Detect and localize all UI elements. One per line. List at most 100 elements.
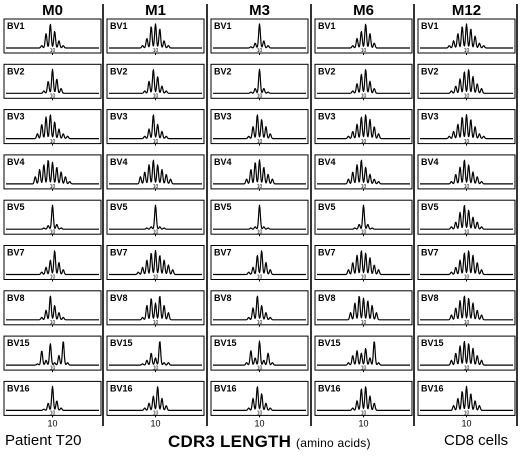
segment-label: BV16 bbox=[214, 383, 237, 393]
x-tick-label-inner: 10 bbox=[50, 139, 56, 145]
spectratype-trace bbox=[108, 23, 203, 49]
spectratype-trace bbox=[419, 69, 514, 94]
segment-label: BV2 bbox=[421, 66, 439, 76]
x-tick-label-inner: 10 bbox=[153, 320, 159, 326]
segment-label: BV7 bbox=[110, 248, 128, 258]
x-tick-label: 10 bbox=[358, 418, 368, 428]
segment-label: BV4 bbox=[421, 157, 439, 167]
segment-label: BV4 bbox=[7, 157, 25, 167]
spectratype-trace bbox=[316, 386, 411, 411]
panel-bv1-m3: BV1 10 bbox=[210, 18, 309, 55]
panel-bv8-m1: BV8 10 bbox=[106, 290, 205, 327]
panel-frame bbox=[106, 109, 205, 145]
panel-frame bbox=[3, 290, 102, 326]
timepoint-header-m12: M12 bbox=[452, 2, 481, 19]
x-tick-label-inner: 10 bbox=[361, 94, 367, 100]
spectratype-trace bbox=[316, 159, 411, 185]
segment-label: BV16 bbox=[110, 383, 133, 393]
panel-bv2-m12: BV2 10 bbox=[417, 63, 516, 101]
segment-label: BV8 bbox=[318, 293, 336, 303]
segment-label: BV4 bbox=[214, 157, 232, 167]
spectratype-trace bbox=[5, 68, 100, 94]
segment-label: BV7 bbox=[7, 248, 25, 258]
panel-frame bbox=[210, 109, 309, 145]
panel-bv15-m12: BV15 10 bbox=[417, 335, 516, 373]
x-tick-label-inner: 10 bbox=[464, 48, 470, 54]
panel-bv3-m6: BV3 10 bbox=[314, 109, 413, 146]
segment-label: BV3 bbox=[214, 112, 232, 122]
segment-label: BV5 bbox=[110, 202, 128, 212]
panel-frame bbox=[417, 199, 516, 235]
panel-frame bbox=[106, 380, 205, 416]
panel-frame bbox=[417, 154, 516, 190]
panel-bv5-m12: BV5 10 bbox=[417, 199, 516, 237]
x-tick-label-inner: 10 bbox=[50, 48, 56, 54]
segment-label: BV3 bbox=[421, 112, 439, 122]
spectratype-trace bbox=[316, 341, 411, 366]
spectratype-trace bbox=[5, 114, 100, 140]
segment-label: BV8 bbox=[110, 293, 128, 303]
x-tick-label-inner: 10 bbox=[464, 184, 470, 190]
spectratype-trace bbox=[108, 159, 203, 185]
segment-label: BV15 bbox=[421, 338, 444, 348]
panel-bv7-m1: BV7 10 bbox=[106, 245, 205, 282]
segment-label: BV7 bbox=[214, 248, 232, 258]
spectratype-trace bbox=[212, 204, 307, 230]
spectratype-trace bbox=[419, 295, 514, 321]
spectratype-trace bbox=[212, 250, 307, 276]
panel-frame bbox=[3, 18, 102, 54]
panel-bv15-m6: BV15 10 bbox=[314, 335, 413, 373]
panel-bv3-m3: BV3 10 bbox=[210, 109, 309, 146]
panel-bv4-m6: BV4 10 bbox=[314, 154, 413, 191]
x-tick-label-inner: 10 bbox=[50, 320, 56, 326]
segment-label: BV1 bbox=[214, 21, 232, 31]
spectratype-trace bbox=[316, 204, 411, 230]
x-tick-label-inner: 10 bbox=[464, 320, 470, 326]
panel-bv8-m3: BV8 10 bbox=[210, 290, 309, 327]
spectratype-trace bbox=[316, 250, 411, 276]
x-tick-label-inner: 10 bbox=[153, 139, 159, 145]
panel-frame bbox=[314, 63, 413, 99]
segment-label: BV3 bbox=[110, 112, 128, 122]
segment-label: BV2 bbox=[110, 66, 128, 76]
panel-frame bbox=[314, 380, 413, 416]
segment-label: BV7 bbox=[421, 248, 439, 258]
spectratype-trace bbox=[108, 295, 203, 321]
panel-bv5-m6: BV5 10 bbox=[314, 199, 413, 237]
panel-bv15-m0: BV15 10 bbox=[3, 335, 102, 373]
panel-bv2-m6: BV2 10 bbox=[314, 63, 413, 101]
x-tick-label-inner: 10 bbox=[361, 48, 367, 54]
panel-bv7-m6: BV7 10 bbox=[314, 245, 413, 282]
x-tick-label-inner: 10 bbox=[361, 365, 367, 371]
spectratype-trace bbox=[5, 295, 100, 321]
x-tick-label-inner: 10 bbox=[361, 139, 367, 145]
timepoint-header-m1: M1 bbox=[145, 2, 166, 19]
timepoint-header-m0: M0 bbox=[42, 2, 63, 19]
x-tick-label-inner: 10 bbox=[464, 229, 470, 235]
panel-bv1-m0: BV1 10 bbox=[3, 18, 102, 55]
x-axis-title-unit: (amino acids) bbox=[296, 436, 371, 450]
x-tick-label-inner: 10 bbox=[361, 184, 367, 190]
timepoint-header-m3: M3 bbox=[249, 2, 270, 19]
timepoint-header-m6: M6 bbox=[353, 2, 374, 19]
spectratype-trace bbox=[316, 114, 411, 140]
spectratype-trace bbox=[108, 249, 203, 276]
segment-label: BV4 bbox=[318, 157, 336, 167]
segment-label: BV1 bbox=[7, 21, 25, 31]
segment-label: BV1 bbox=[110, 21, 128, 31]
panel-frame bbox=[106, 335, 205, 371]
x-tick-label-inner: 10 bbox=[464, 139, 470, 145]
spectratype-trace bbox=[5, 23, 100, 49]
panel-bv3-m1: BV3 10 bbox=[106, 109, 205, 146]
x-tick-label-inner: 10 bbox=[50, 229, 56, 235]
panel-bv8-m6: BV8 10 bbox=[314, 290, 413, 327]
x-tick-label-inner: 10 bbox=[50, 365, 56, 371]
x-tick-label-inner: 10 bbox=[50, 184, 56, 190]
panel-frame bbox=[106, 63, 205, 99]
cell-type-label: CD8 cells bbox=[444, 432, 509, 449]
segment-label: BV16 bbox=[7, 383, 30, 393]
panel-bv1-m6: BV1 10 bbox=[314, 18, 413, 55]
segment-label: BV5 bbox=[214, 202, 232, 212]
x-tick-label-inner: 10 bbox=[153, 411, 159, 417]
